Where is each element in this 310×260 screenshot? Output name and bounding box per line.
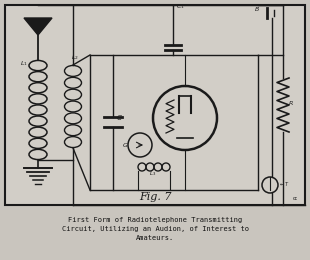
Bar — [5, 5, 305, 205]
Polygon shape — [24, 18, 52, 35]
Text: $R$: $R$ — [288, 99, 294, 107]
Text: $L_1$: $L_1$ — [20, 59, 28, 68]
Text: $G$: $G$ — [122, 141, 129, 149]
Text: Fig. 7: Fig. 7 — [139, 192, 171, 202]
Text: $\leftarrow T$: $\leftarrow T$ — [279, 180, 290, 188]
Text: cc: cc — [293, 196, 298, 201]
Text: Amateurs.: Amateurs. — [136, 235, 174, 241]
Circle shape — [262, 177, 278, 193]
Text: $B$: $B$ — [254, 5, 260, 13]
Text: $C$: $C$ — [116, 113, 123, 122]
Text: First Form of Radiotelephone Transmitting: First Form of Radiotelephone Transmittin… — [68, 217, 242, 223]
Text: $L_2$: $L_2$ — [71, 53, 79, 62]
Circle shape — [128, 133, 152, 157]
Text: $L_3$: $L_3$ — [149, 169, 156, 178]
Text: Circuit, Utilizing an Audion, of Interest to: Circuit, Utilizing an Audion, of Interes… — [61, 226, 249, 232]
Text: $C_1$: $C_1$ — [176, 2, 185, 11]
